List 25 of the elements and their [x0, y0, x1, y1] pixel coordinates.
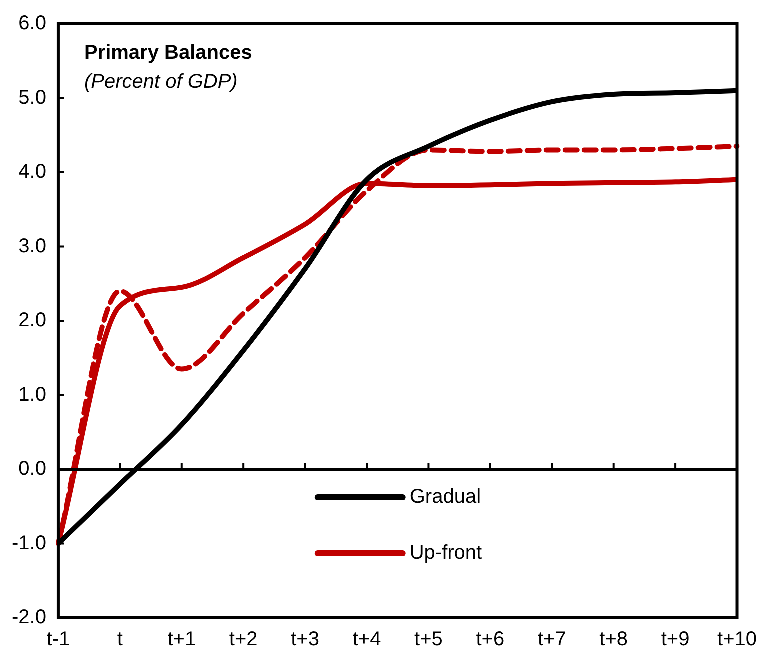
legend-label: Up-front	[410, 542, 483, 564]
y-tick-label: -2.0	[12, 606, 46, 629]
y-tick-label: 6.0	[18, 12, 46, 35]
y-tick-label: 4.0	[18, 161, 46, 184]
x-tick-label: t+3	[291, 628, 320, 651]
x-tick-label: t-1	[46, 628, 70, 651]
x-tick-label: t+5	[414, 628, 443, 651]
y-tick-label: 2.0	[18, 310, 46, 332]
x-tick-label: t+6	[476, 628, 505, 651]
x-tick-label: t+2	[229, 628, 258, 651]
x-tick-label: t+1	[168, 628, 196, 651]
text: (Percent of GDP)	[84, 71, 238, 93]
x-tick-label: t+7	[538, 628, 566, 651]
y-tick-label: 3.0	[18, 235, 46, 258]
x-tick-label: t	[117, 628, 124, 651]
y-tick-label: 5.0	[18, 86, 46, 109]
x-tick-label: t+10	[718, 628, 757, 651]
y-tick-label: 1.0	[18, 384, 46, 406]
y-tick-label: -1.0	[12, 532, 46, 554]
x-tick-label: t+9	[661, 628, 690, 651]
y-tick-label: 0.0	[18, 458, 46, 480]
x-tick-label: t+8	[600, 628, 628, 651]
x-tick-label: t+4	[352, 628, 382, 651]
legend-label: Gradual	[410, 486, 482, 508]
text: Primary Balances	[84, 42, 252, 64]
